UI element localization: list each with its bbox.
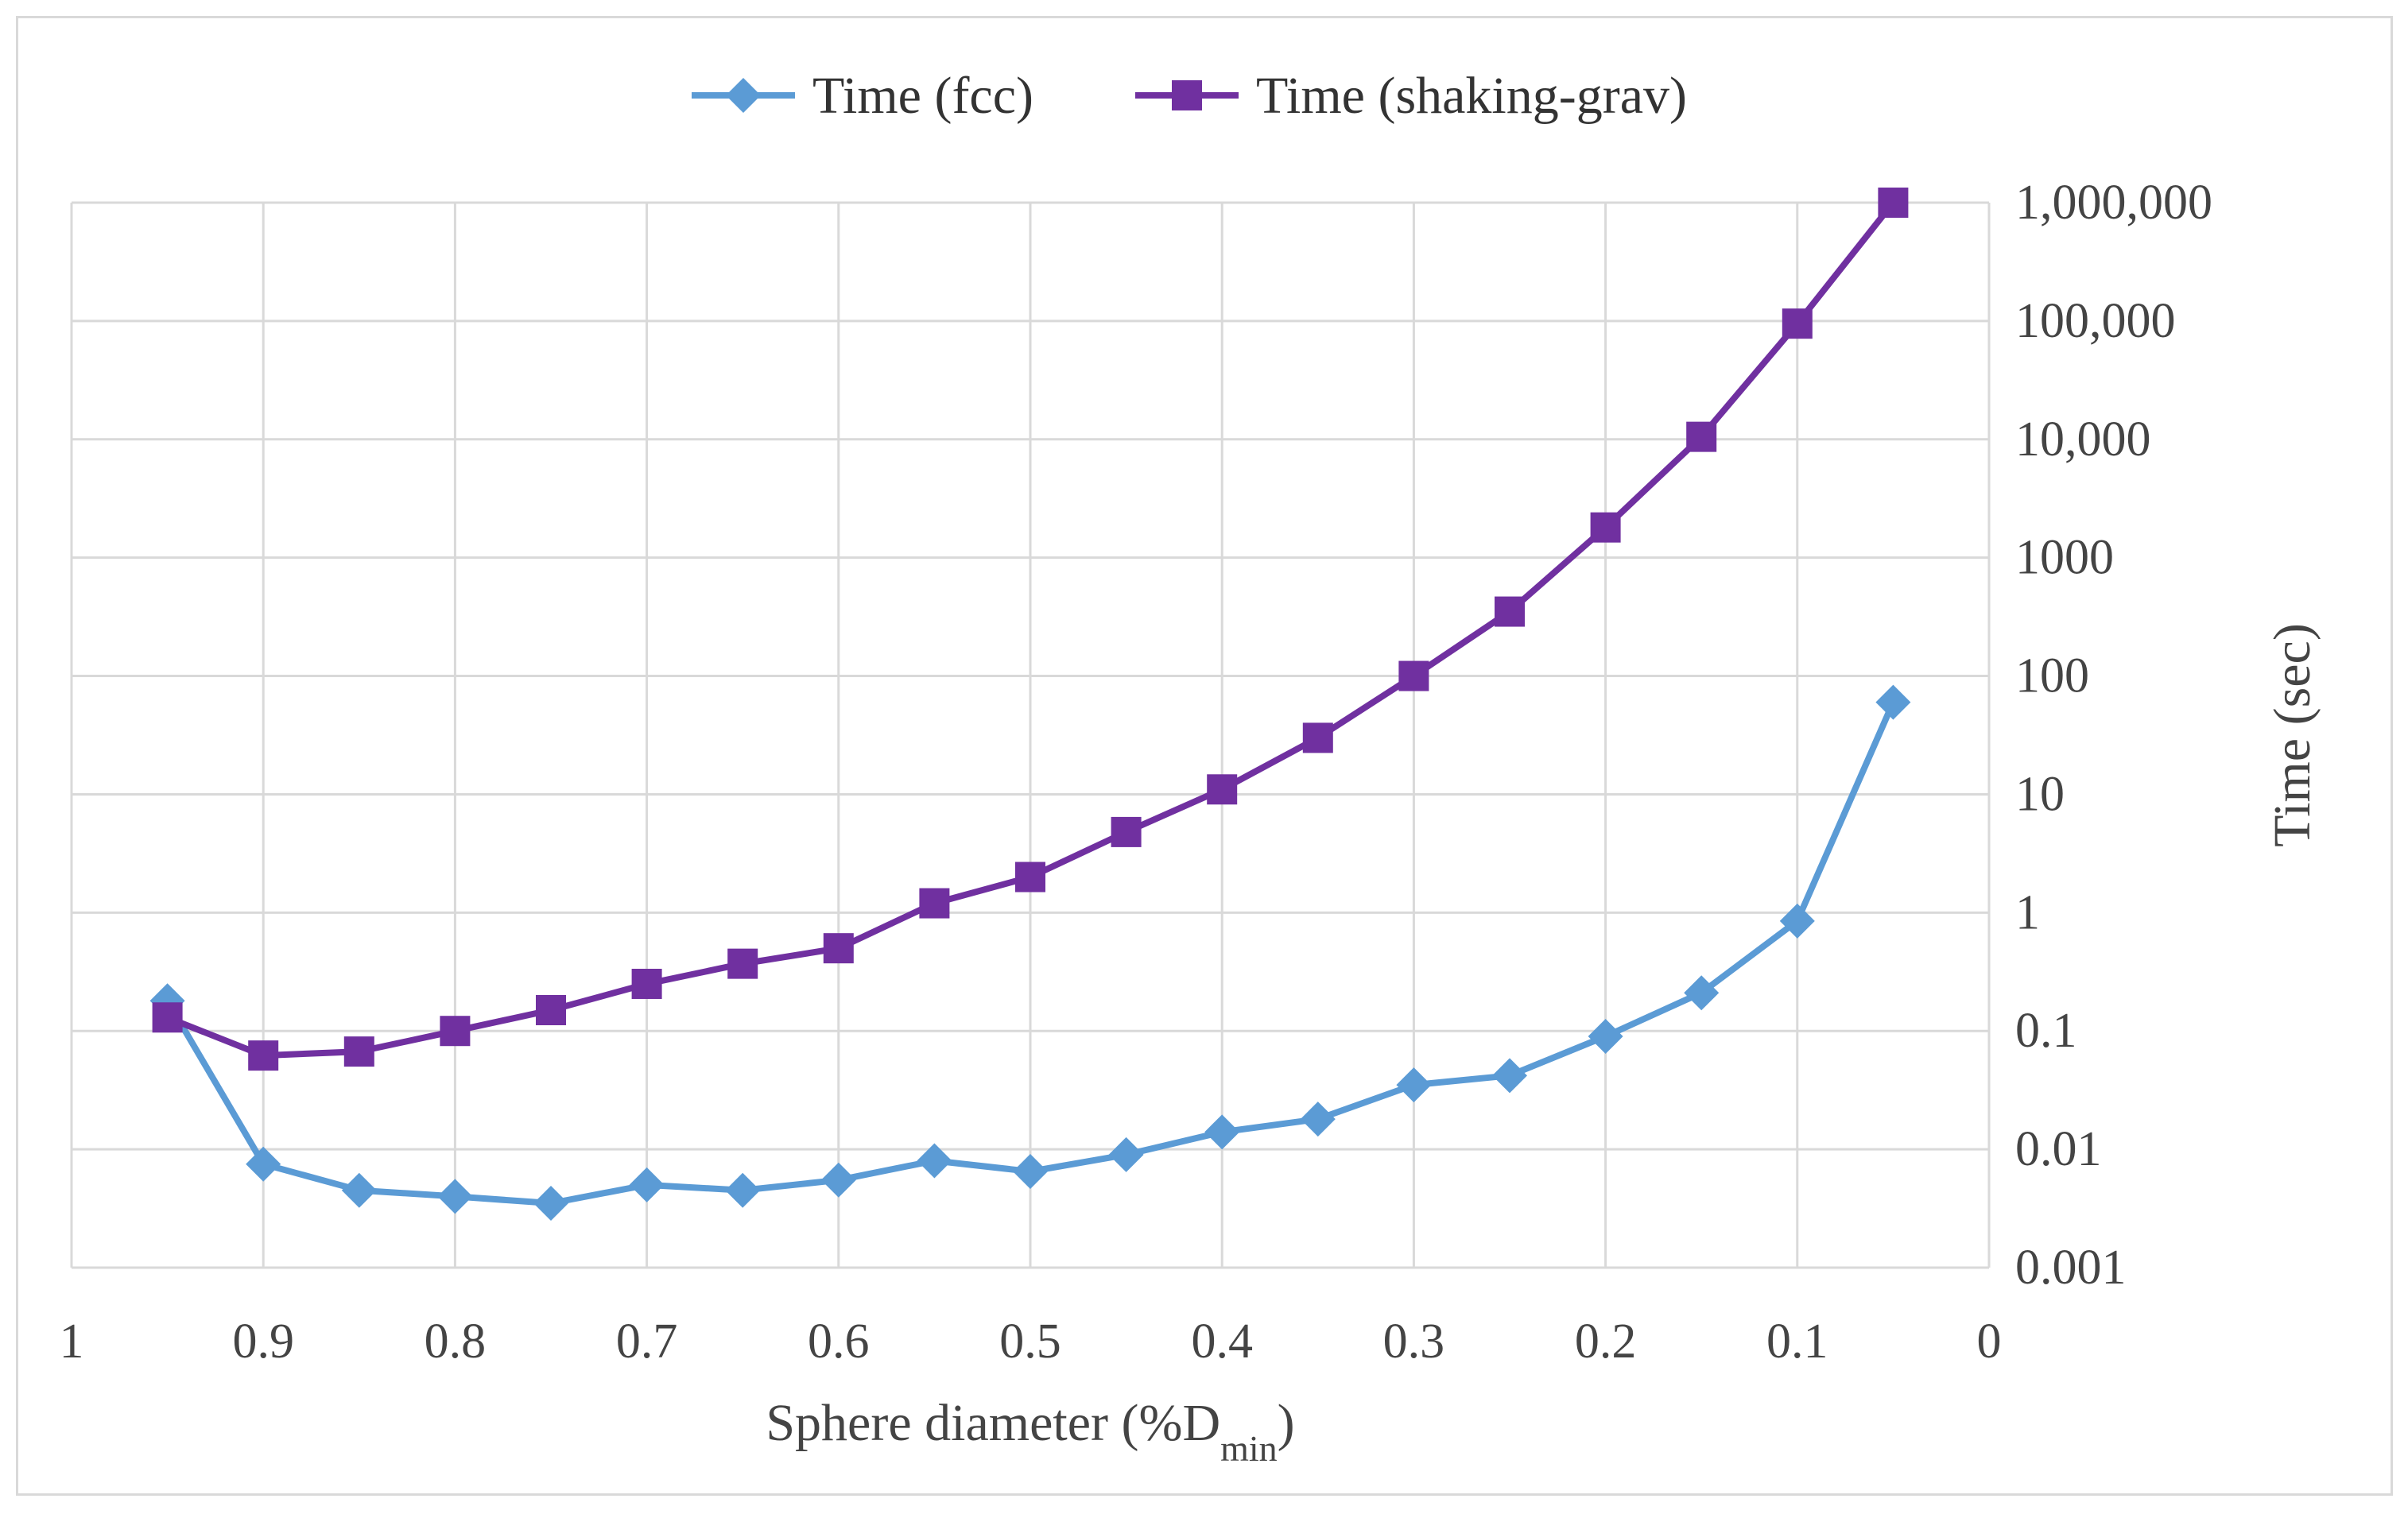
x-tick-label: 0 [1977, 1315, 2002, 1369]
x-tick-label: 0.8 [425, 1315, 487, 1369]
y-axis-title: Time (sec) [2263, 623, 2321, 847]
data-point [631, 968, 662, 999]
series-1 [149, 684, 1911, 1221]
x-tick-label: 0.5 [999, 1315, 1061, 1369]
data-point [725, 1172, 761, 1208]
y-tick-label: 10,000 [2015, 412, 2151, 467]
data-point [437, 1179, 473, 1214]
x-tick-label: 0.4 [1191, 1315, 1253, 1369]
data-point [1686, 421, 1717, 452]
data-point [246, 1146, 281, 1182]
data-point [919, 888, 950, 919]
data-point [1013, 1153, 1048, 1189]
data-point [1300, 1102, 1336, 1137]
y-tick-label: 10 [2015, 767, 2065, 821]
data-point [1495, 596, 1525, 627]
y-tick-label: 100,000 [2015, 294, 2176, 348]
data-point [1878, 188, 1909, 218]
legend-marker [1172, 80, 1202, 110]
y-tick-label: 0.001 [2015, 1241, 2127, 1295]
data-point [1875, 684, 1911, 720]
data-point [727, 948, 758, 979]
x-tick-label: 0.7 [616, 1315, 678, 1369]
x-tick-label: 0.6 [808, 1315, 870, 1369]
legend: Time (fcc) Time (shaking-grav) [692, 67, 1687, 125]
series-layer [149, 188, 1911, 1221]
x-tick-label: 0.9 [232, 1315, 294, 1369]
legend-label: Time (shaking-grav) [1256, 67, 1687, 125]
data-point [533, 1185, 568, 1221]
data-point [1204, 1114, 1240, 1150]
data-point [1302, 722, 1333, 753]
gridlines [70, 201, 1991, 1269]
data-point [917, 1143, 952, 1179]
y-tick-label: 100 [2015, 649, 2089, 703]
x-axis-title-suffix: ) [1278, 1394, 1295, 1452]
data-point [823, 933, 854, 964]
data-point [1590, 512, 1621, 543]
legend-item: Time (shaking-grav) [1135, 67, 1687, 125]
legend-item: Time (fcc) [692, 67, 1033, 125]
x-axis-title-main: Sphere diameter (%D [766, 1394, 1220, 1452]
data-point [1782, 308, 1813, 339]
data-point [1015, 862, 1045, 893]
chart-frame [16, 16, 2393, 1496]
x-tick-label: 1 [60, 1315, 84, 1369]
y-tick-label: 0.01 [2015, 1122, 2102, 1176]
x-axis-title-subscript: min [1220, 1428, 1278, 1469]
data-point [343, 1036, 374, 1067]
data-point [440, 1016, 471, 1047]
data-point [536, 995, 566, 1026]
y-tick-label: 0.1 [2015, 1004, 2077, 1058]
data-point [1396, 1067, 1432, 1103]
data-point [1779, 903, 1815, 939]
y-tick-label: 1 [2015, 885, 2040, 939]
legend-marker [726, 78, 761, 113]
x-tick-label: 0.2 [1575, 1315, 1637, 1369]
series-2 [152, 188, 1909, 1071]
data-point [1492, 1058, 1527, 1094]
y-axis-ticks: 0.001 0.01 0.1 1 10 100 1000 10,000 100,000 1,000… [2015, 176, 2212, 1295]
data-point [820, 1162, 856, 1198]
data-point [248, 1040, 279, 1071]
x-tick-label: 0.3 [1383, 1315, 1445, 1369]
y-tick-label: 1,000,000 [2015, 176, 2212, 230]
x-axis-ticks: 1 0.9 0.8 0.7 0.6 0.5 0.4 0.3 0.2 0.1 0 [60, 1315, 2002, 1369]
x-tick-label: 0.1 [1766, 1315, 1828, 1369]
data-point [341, 1172, 377, 1208]
legend-label: Time (fcc) [812, 67, 1033, 125]
data-point [1108, 1136, 1144, 1172]
data-point [1111, 816, 1142, 847]
data-point [1684, 975, 1720, 1011]
data-point [1398, 660, 1429, 691]
data-point [1588, 1019, 1623, 1055]
y-tick-label: 1000 [2015, 531, 2114, 585]
data-point [1207, 774, 1238, 805]
data-point [152, 1002, 183, 1033]
x-axis-title: Sphere diameter (%Dmin) [766, 1394, 1294, 1469]
data-point [629, 1167, 665, 1202]
